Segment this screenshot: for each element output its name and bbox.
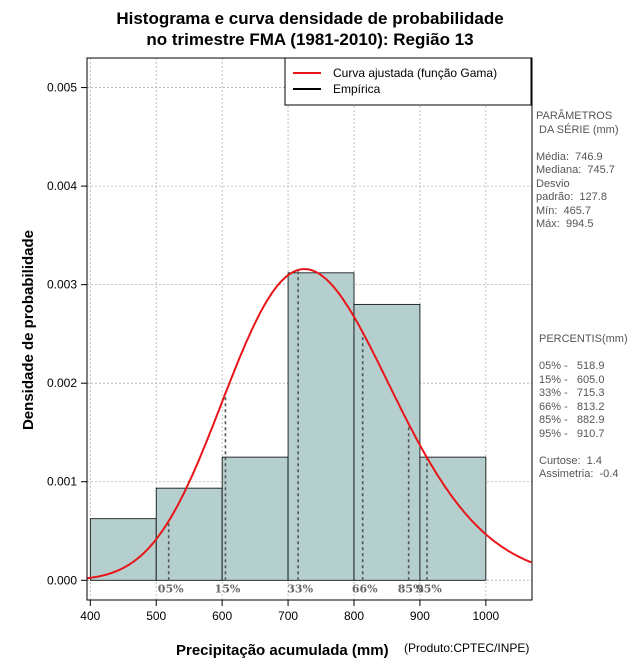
histogram-bar <box>221 456 289 581</box>
stats-desvio-padrao: padrão: 127.8 <box>536 191 607 203</box>
x-axis-label: Precipitação acumulada (mm) <box>176 642 389 659</box>
stats-desvio: Desvio <box>536 177 570 190</box>
percentile-marker-label: 95% <box>416 582 442 595</box>
series-parameters-panel: PARÂMETROS DA SÉRIE (mm) Média: 746.9 Me… <box>536 110 619 232</box>
percentile-33: 33% - 715.3 <box>539 387 605 399</box>
credit-label: (Produto:CPTEC/INPE) <box>404 641 530 655</box>
percentiles-heading: PERCENTIS(mm) <box>539 333 628 345</box>
x-tick-label: 600 <box>212 609 232 623</box>
histogram-bar <box>419 456 487 581</box>
axes: 400 500 600 700 800 900 1000 0.000 0.001 0.002 0.0… <box>47 57 533 623</box>
gamma-curve-layer <box>86 268 532 580</box>
stats-max: Máx: 994.5 <box>536 218 594 230</box>
gamma-curve <box>86 268 532 580</box>
percentile-markers: 05% 15% 33% 66% 85%95% <box>158 269 442 595</box>
y-tick-label: 0.005 <box>47 81 77 95</box>
x-tick-label: 700 <box>278 609 298 623</box>
legend-box <box>284 57 532 106</box>
stats-heading-2: DA SÉRIE (mm) <box>536 123 619 136</box>
y-tick-label: 0.003 <box>47 278 77 292</box>
percentile-85: 85% - 882.9 <box>539 414 605 426</box>
percentile-marker-label: 15% <box>215 582 241 595</box>
x-tick-label: 1000 <box>473 609 500 623</box>
x-tick-label: 400 <box>80 609 100 623</box>
percentile-marker-label: 05% <box>158 582 184 595</box>
y-tick-label: 0.001 <box>47 475 77 489</box>
percentiles-panel: PERCENTIS(mm) 05% - 518.9 15% - 605.0 33… <box>539 333 628 482</box>
percentile-05: 05% - 518.9 <box>539 360 605 372</box>
stats-min: Mín: 465.7 <box>536 204 592 217</box>
percentile-marker-label: 33% <box>287 582 313 595</box>
skewness: Assimetria: -0.4 <box>539 468 619 480</box>
legend: Curva ajustada (função Gama) Empírica <box>284 57 532 106</box>
histogram-bars <box>89 272 487 581</box>
stats-heading: PARÂMETROS <box>536 110 613 122</box>
stats-media: Média: 746.9 <box>536 150 603 163</box>
x-tick-label: 900 <box>410 609 430 623</box>
percentile-marker-label: 66% <box>352 582 378 595</box>
chart-title-line-2: no trimestre FMA (1981-2010): Região 13 <box>146 30 474 49</box>
x-tick-label: 500 <box>146 609 166 623</box>
legend-label: Empírica <box>333 82 381 96</box>
kurtosis: Curtose: 1.4 <box>539 454 602 467</box>
x-tick-label: 800 <box>344 609 364 623</box>
y-tick-label: 0.000 <box>47 573 77 587</box>
histogram-bar <box>353 303 421 581</box>
y-tick-label: 0.004 <box>47 179 77 193</box>
histogram-bar <box>287 272 355 581</box>
percentile-95: 95% - 910.7 <box>539 427 605 440</box>
y-tick-label: 0.002 <box>47 376 77 390</box>
histogram-bar <box>155 487 223 581</box>
chart-title-line-1: Histograma e curva densidade de probabil… <box>116 9 504 28</box>
percentile-66: 66% - 813.2 <box>539 400 605 413</box>
legend-label: Curva ajustada (função Gama) <box>333 66 497 80</box>
percentile-15: 15% - 605.0 <box>539 373 605 386</box>
chart-title: Histograma e curva densidade de probabil… <box>0 8 620 50</box>
stats-mediana: Mediana: 745.7 <box>536 164 615 176</box>
percentile-marker-label: 85% <box>398 582 424 595</box>
